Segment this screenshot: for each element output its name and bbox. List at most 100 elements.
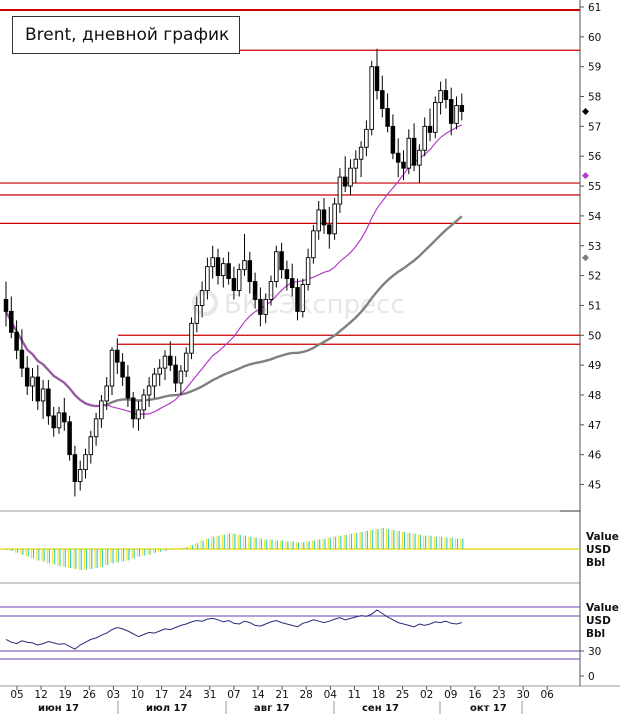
candle-body <box>327 224 332 235</box>
candle-body <box>390 125 396 154</box>
candle-body <box>99 400 104 420</box>
x-tick-label: 07 <box>227 689 240 701</box>
x-tick-label: 31 <box>203 689 216 701</box>
rsi-tick-label: 30 <box>588 646 601 658</box>
candle-body <box>115 349 120 363</box>
y-tick-label: 56 <box>588 151 602 163</box>
candle-body <box>364 128 369 148</box>
candle-body <box>448 99 454 124</box>
candle-body <box>380 90 385 109</box>
candle-body <box>454 105 459 124</box>
watermark: БКСЭкспресс <box>192 290 405 320</box>
month-label: июн 17 <box>38 703 79 714</box>
candle-body <box>247 260 253 283</box>
candle-body <box>189 322 194 354</box>
ma-slow-marker <box>582 254 589 262</box>
candle-body <box>316 209 321 232</box>
rsi-axis-label: USD <box>586 615 611 627</box>
candle-body <box>417 149 422 166</box>
candle-body <box>30 376 35 387</box>
x-tick-label: 04 <box>324 689 338 701</box>
candle-body <box>14 331 19 351</box>
ma-fast-line <box>5 124 463 416</box>
macd-axis-label: Bbl <box>586 557 605 569</box>
y-tick-label: 58 <box>588 92 601 104</box>
y-tick-label: 49 <box>588 360 601 372</box>
candle-body <box>263 299 268 315</box>
month-label: июл 17 <box>146 703 187 714</box>
candle-body <box>77 469 83 482</box>
candle-body <box>401 161 406 169</box>
y-tick-label: 47 <box>588 420 601 432</box>
y-tick-label: 52 <box>588 271 601 283</box>
candle-body <box>422 125 427 151</box>
candle-body <box>146 385 152 396</box>
x-tick-label: 09 <box>444 689 457 701</box>
candle-body <box>231 278 237 291</box>
candle-body <box>35 376 41 402</box>
candle-body <box>274 251 279 283</box>
candle-body <box>406 137 412 169</box>
candle-body <box>337 176 343 205</box>
y-tick-label: 46 <box>588 450 602 462</box>
candle-body <box>427 125 433 133</box>
candle-body <box>459 105 465 112</box>
candle-body <box>9 310 14 333</box>
y-tick-label: 45 <box>588 480 601 492</box>
candle-body <box>411 137 417 166</box>
candle-body <box>141 394 147 411</box>
candle-body <box>3 299 9 312</box>
candle-body <box>109 349 115 387</box>
y-tick-label: 54 <box>588 211 602 223</box>
candle-body <box>385 108 390 127</box>
chart-title: Brent, дневной график <box>12 16 240 54</box>
candle-body <box>353 158 359 169</box>
candle-body <box>40 388 46 402</box>
rsi-axis-label: Value <box>586 602 619 614</box>
rsi-axis-label: Bbl <box>586 628 605 640</box>
candle-body <box>162 355 168 369</box>
candle-body <box>62 412 67 423</box>
y-tick-label: 53 <box>588 241 601 253</box>
candle-body <box>152 373 157 387</box>
x-tick-label: 06 <box>541 689 555 701</box>
candle-body <box>83 454 88 471</box>
candle-body <box>305 257 311 285</box>
candle-body <box>226 263 231 280</box>
candle-body <box>173 364 178 384</box>
candle-body <box>374 66 380 92</box>
x-tick-label: 21 <box>275 689 288 701</box>
candle-body <box>178 370 184 384</box>
candle-body <box>46 388 51 417</box>
candle-body <box>215 257 221 277</box>
x-tick-label: 11 <box>348 689 361 701</box>
candle-body <box>157 367 162 375</box>
candle-body <box>104 385 109 402</box>
y-tick-label: 51 <box>588 300 601 312</box>
y-tick-label: 55 <box>588 181 601 193</box>
candle-body <box>443 90 449 100</box>
candle-body <box>252 281 258 300</box>
candle-body <box>295 287 300 312</box>
candle-body <box>168 355 173 366</box>
x-tick-label: 26 <box>83 689 97 701</box>
ma-fast-marker <box>582 172 589 180</box>
watermark-text: БКСЭкспресс <box>224 290 405 320</box>
candle-body <box>289 278 295 288</box>
x-tick-label: 18 <box>372 689 385 701</box>
candle-body <box>258 299 263 315</box>
candle-body <box>279 251 284 271</box>
y-tick-label: 57 <box>588 121 601 133</box>
macd-axis-label: Value <box>586 531 619 543</box>
candle-body <box>321 209 327 226</box>
y-tick-label: 60 <box>588 32 601 44</box>
x-tick-label: 05 <box>10 689 23 701</box>
macd-axis-label: USD <box>586 544 611 556</box>
candle-body <box>130 397 136 420</box>
candle-body <box>311 230 316 259</box>
candle-body <box>125 376 131 399</box>
x-tick-label: 28 <box>300 689 313 701</box>
candle-body <box>221 263 226 277</box>
x-tick-label: 17 <box>155 689 168 701</box>
